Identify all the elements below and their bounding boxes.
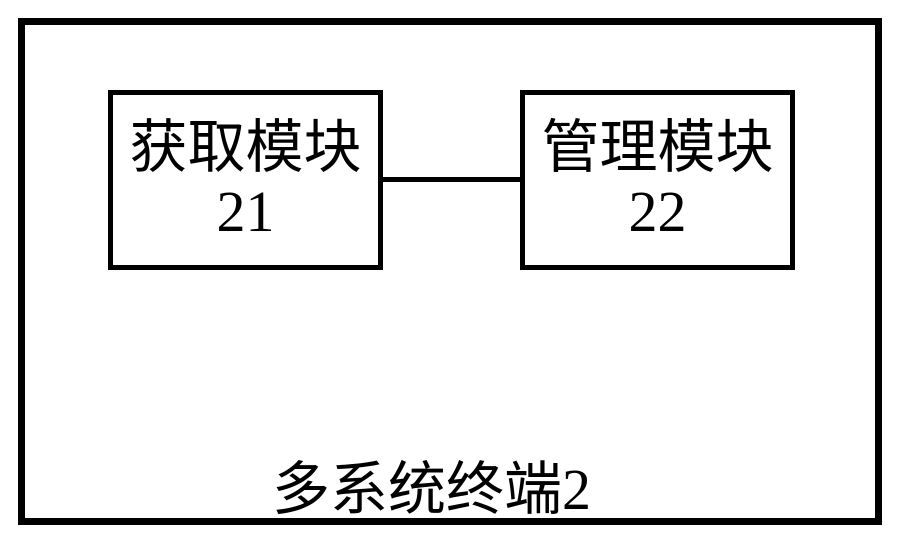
left-module-box: 获取模块 21: [108, 90, 383, 270]
right-module-box: 管理模块 22: [520, 90, 795, 270]
left-module-title: 获取模块: [129, 116, 361, 180]
outer-box-label: 多系统终端2: [272, 442, 591, 526]
left-module-number: 21: [217, 180, 275, 244]
right-module-title: 管理模块: [541, 116, 773, 180]
connector-line: [383, 177, 520, 182]
right-module-number: 22: [629, 180, 687, 244]
